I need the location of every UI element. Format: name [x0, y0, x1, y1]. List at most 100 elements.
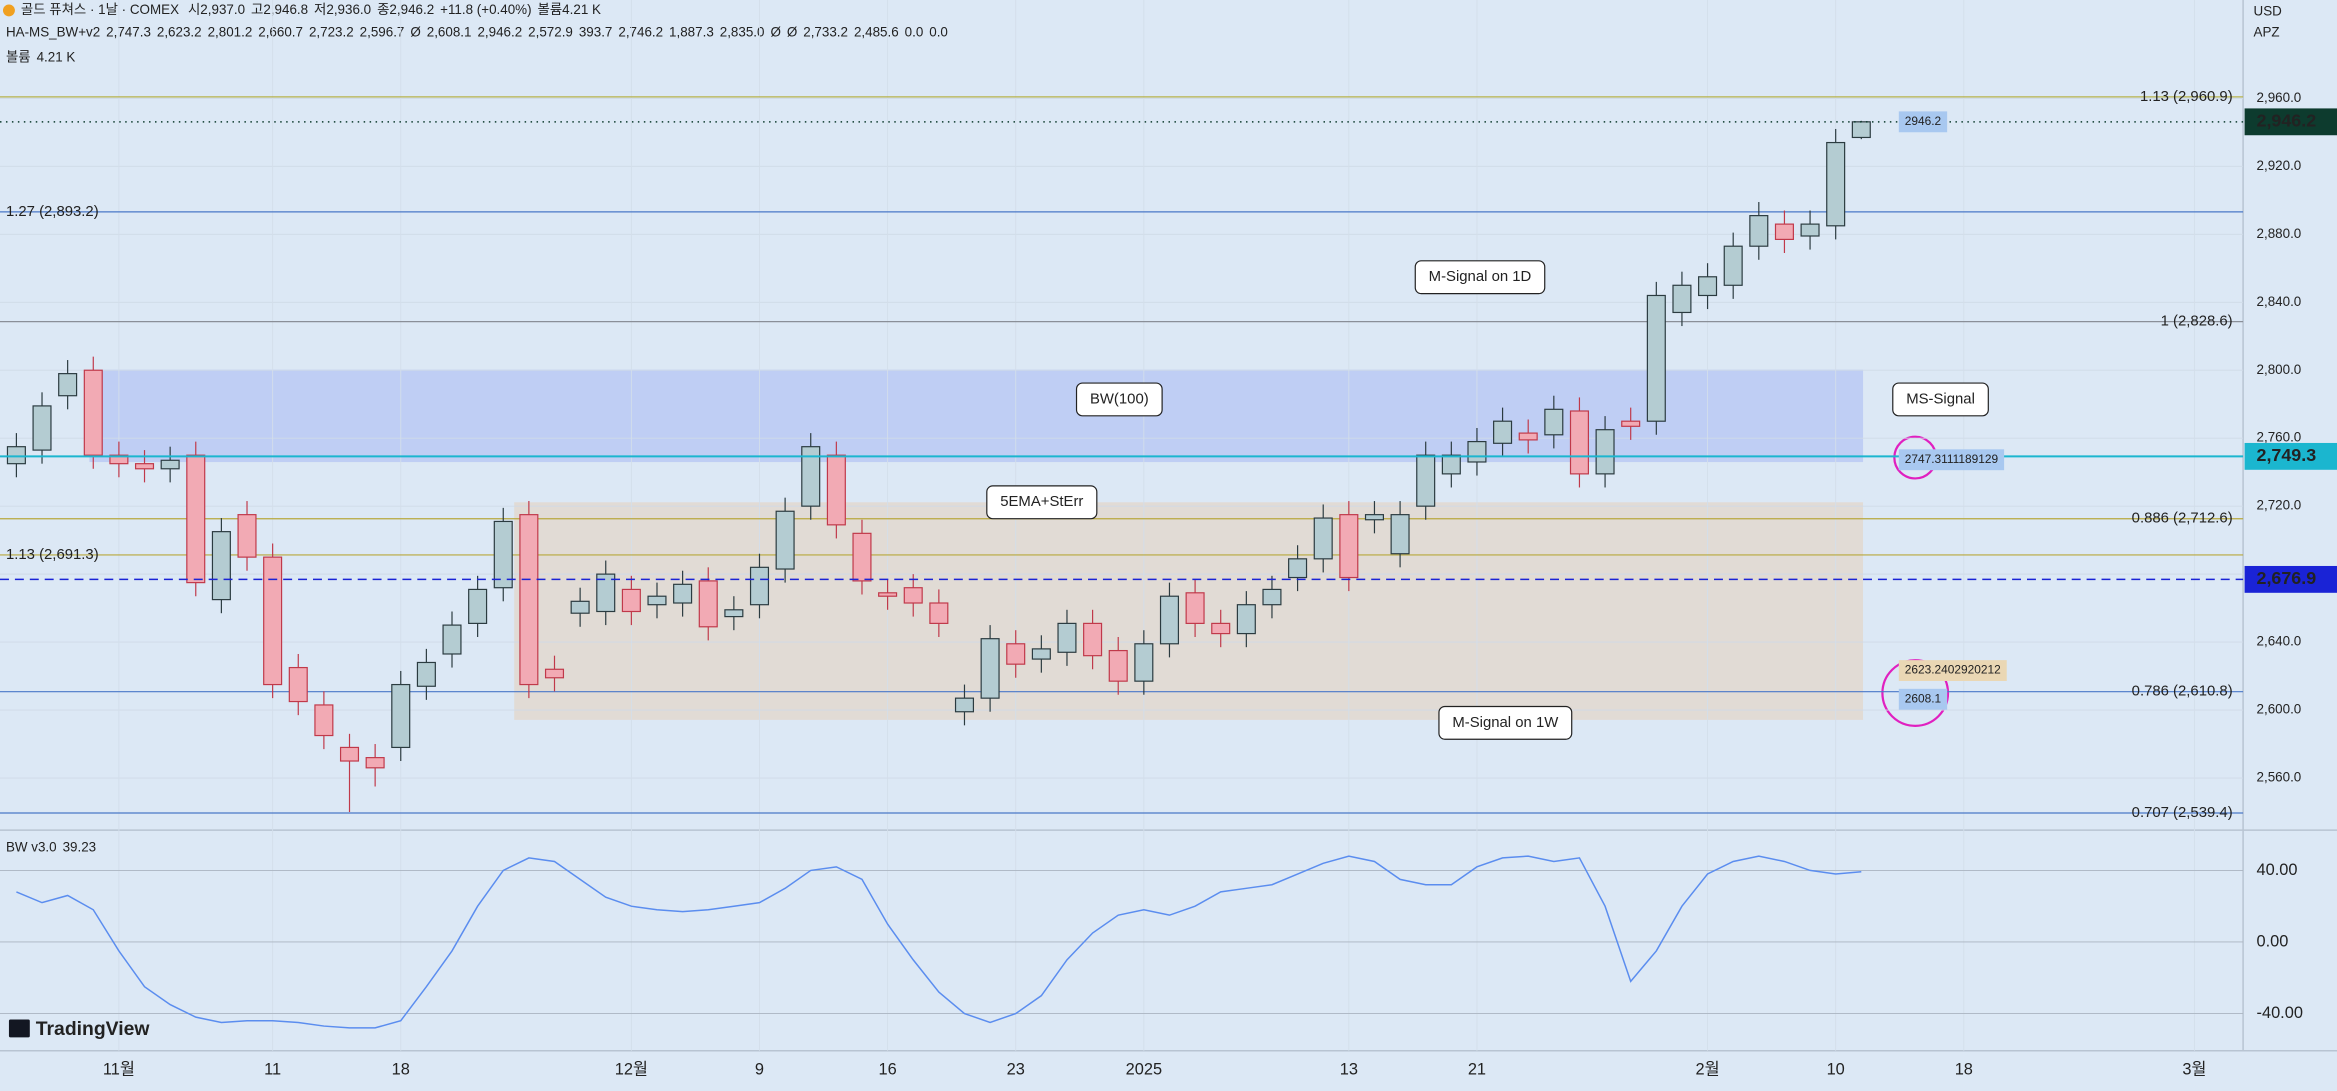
legend-text: 2,596.7: [360, 24, 405, 39]
y-tick-label: 2,920.0: [2257, 158, 2302, 173]
candle-body: [1826, 141, 1846, 227]
y-tick-label: 2,640.0: [2257, 634, 2302, 649]
y-tick-label: 2,720.0: [2257, 498, 2302, 513]
candle-body: [1646, 294, 1666, 422]
level-label: 1 (2,828.6): [2161, 314, 2233, 330]
price-note-box: [1898, 660, 2007, 681]
y-tick-label: 40.00: [2257, 861, 2298, 879]
candle-body: [1595, 429, 1615, 475]
legend-text: 2,835.0: [720, 24, 765, 39]
x-tick-label: 3월: [2182, 1060, 2206, 1078]
candle-body: [1211, 622, 1231, 635]
legend-text: 39.23: [63, 840, 97, 855]
legend-text: 2,623.2: [157, 24, 202, 39]
legend-text: Ø: [410, 24, 420, 39]
price-tag-box: [2244, 442, 2337, 470]
candle-body: [1467, 440, 1487, 463]
candle-body: [134, 463, 155, 470]
y-tick-label: 2,840.0: [2257, 294, 2302, 309]
zone: [89, 369, 1864, 463]
level-label: 0.886 (2,712.6): [2132, 511, 2233, 527]
legend-text: 2,733.2: [803, 24, 848, 39]
candle-body: [519, 514, 539, 686]
candle-body: [493, 520, 513, 589]
legend-text: 393.7: [579, 24, 613, 39]
candle-body: [724, 609, 744, 618]
candle-body: [1339, 514, 1359, 579]
legend-text: 2,723.2: [309, 24, 354, 39]
x-tick-label: 21: [1468, 1060, 1486, 1078]
legend-text: 2,747.3: [106, 24, 151, 39]
candle-body: [391, 683, 411, 749]
legend-text: 볼륨4.21 K: [538, 2, 601, 17]
candle-body: [211, 531, 231, 601]
legend-text: 골드 퓨쳐스 · 1날 · COMEX: [21, 2, 179, 17]
candle-body: [1031, 648, 1051, 660]
price-note-box: [1898, 111, 1948, 133]
candle-body: [6, 446, 26, 465]
annotation: M-Signal on 1W: [1452, 715, 1558, 731]
candle-body: [826, 454, 846, 526]
legend-text: 1,887.3: [669, 24, 714, 39]
candle-body: [32, 405, 52, 451]
legend-text: 볼륨: [6, 50, 31, 65]
candle-body: [878, 592, 898, 597]
legend-text: Ø: [787, 24, 797, 39]
candle-body: [1134, 643, 1154, 682]
symbol-icon: [2, 4, 15, 17]
candle-body: [1108, 649, 1128, 682]
candle-body: [1185, 592, 1205, 624]
legend-text: +11.8 (+0.40%): [440, 2, 531, 17]
legend-text: 2,572.9: [528, 24, 573, 39]
candle-body: [1774, 223, 1794, 240]
candle-body: [1313, 517, 1333, 560]
candle-body: [698, 580, 718, 628]
candle-body: [1569, 410, 1589, 475]
legend-text: 2,485.6: [854, 24, 899, 39]
level-label: 0.786 (2,610.8): [2132, 684, 2233, 700]
y-tick-label: 2,760.0: [2257, 430, 2302, 445]
candle-body: [314, 704, 334, 737]
x-tick-label: 16: [878, 1060, 896, 1078]
price-tag: 2,749.3: [2257, 445, 2317, 465]
legend-text: 저2,936.0: [314, 2, 371, 17]
candle-body: [1083, 622, 1103, 657]
legend-text: HA-MS_BW+v2: [6, 24, 100, 39]
legend-text: 0.0: [905, 24, 924, 39]
candle-body: [1851, 121, 1871, 139]
annotation: BW(100): [1090, 391, 1149, 407]
candle-body: [1159, 595, 1180, 645]
annotation: MS-Signal: [1906, 391, 1975, 407]
level-label: 0.707 (2,539.4): [2132, 805, 2233, 821]
legend-text: 종2,946.2: [377, 2, 434, 17]
price-note: 2623.2402920212: [1905, 663, 2001, 677]
candle-body: [1364, 514, 1384, 521]
candle-body: [1057, 622, 1077, 653]
price-tag: 2,676.9: [2257, 568, 2317, 588]
x-tick-label: 2월: [1695, 1060, 1719, 1078]
x-tick-label: 2025: [1126, 1060, 1162, 1078]
candle-body: [596, 573, 616, 613]
annotation-box: [1438, 705, 1573, 740]
legend-text: 2,608.1: [427, 24, 472, 39]
price-note-box: [1898, 449, 2005, 471]
level-label: 1.13 (2,691.3): [6, 547, 99, 563]
candle-body: [186, 454, 206, 584]
candle-body: [1749, 215, 1769, 247]
candle-body: [1621, 420, 1641, 427]
candle-body: [1288, 558, 1308, 579]
legend-text: 2,801.2: [208, 24, 253, 39]
x-tick-label: 11: [264, 1060, 281, 1078]
legend-text: 0.0: [929, 24, 948, 39]
currency: USD: [2254, 3, 2283, 18]
x-tick-label: 18: [1955, 1060, 1973, 1078]
price-tag-box: [2244, 565, 2337, 593]
annotation: 5EMA+StErr: [1000, 494, 1083, 510]
logo-icon: [8, 1019, 30, 1038]
candle-body: [1544, 408, 1564, 436]
scale-mode: APZ: [2254, 24, 2280, 39]
price-note: 2608.1: [1905, 691, 1942, 705]
y-tick-label: 0.00: [2257, 932, 2289, 950]
